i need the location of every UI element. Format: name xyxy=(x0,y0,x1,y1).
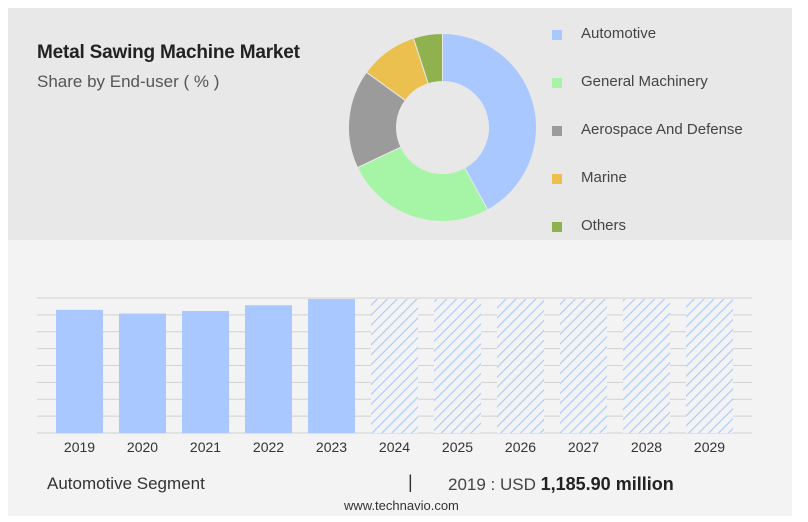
bar-2021 xyxy=(182,310,229,433)
legend-swatch xyxy=(552,222,562,232)
legend-swatch xyxy=(552,174,562,184)
bar-2024 xyxy=(371,299,418,433)
legend-swatch xyxy=(552,78,562,88)
segment-label: Automotive Segment xyxy=(47,474,205,493)
segment-value: 2019 : USD 1,185.90 million xyxy=(448,474,674,495)
tick-label-2026: 2026 xyxy=(505,439,536,455)
bar-2020 xyxy=(119,313,166,433)
bar-2025 xyxy=(434,299,481,433)
tick-label-2019: 2019 xyxy=(64,439,95,455)
bar-2029 xyxy=(686,299,733,433)
bar-2023 xyxy=(308,299,355,433)
segment-value-prefix: 2019 : USD xyxy=(448,475,536,494)
donut-slice-others xyxy=(412,32,443,85)
tick-label-2028: 2028 xyxy=(631,439,662,455)
segment-value-amount: 1,185.90 million xyxy=(540,474,674,494)
bar-2027 xyxy=(560,299,607,433)
tick-label-2023: 2023 xyxy=(316,439,347,455)
legend-label: Marine xyxy=(581,169,627,186)
legend-label: Aerospace And Defense xyxy=(581,121,743,138)
tick-label-2021: 2021 xyxy=(190,439,221,455)
legend-swatch xyxy=(552,30,562,40)
tick-label-2025: 2025 xyxy=(442,439,473,455)
chart-subtitle: Share by End-user ( % ) xyxy=(37,72,220,91)
tick-label-2027: 2027 xyxy=(568,439,599,455)
bar-2022 xyxy=(245,305,292,433)
legend-label: Others xyxy=(581,217,627,234)
legend-label: Automotive xyxy=(581,25,657,42)
bar-2019 xyxy=(56,309,103,433)
tick-label-2020: 2020 xyxy=(127,439,158,455)
source-link[interactable]: www.technavio.com xyxy=(344,498,459,513)
chart-title: Metal Sawing Machine Market xyxy=(37,42,300,63)
donut-slice-general-machinery xyxy=(356,146,489,222)
tick-label-2024: 2024 xyxy=(379,439,410,455)
legend-label: General Machinery xyxy=(581,73,708,90)
donut-slice-automotive xyxy=(442,32,537,211)
donut-chart xyxy=(348,32,537,222)
legend-swatch xyxy=(552,126,562,136)
bar-chart: 2019 2020 2021 2022 2023 2024 2025 2026 2027 2028… xyxy=(37,297,752,455)
tick-label-2029: 2029 xyxy=(694,439,725,455)
footer-separator: | xyxy=(408,472,413,492)
tick-label-2022: 2022 xyxy=(253,439,284,455)
bar-2028 xyxy=(623,299,670,433)
bar-2026 xyxy=(497,299,544,433)
